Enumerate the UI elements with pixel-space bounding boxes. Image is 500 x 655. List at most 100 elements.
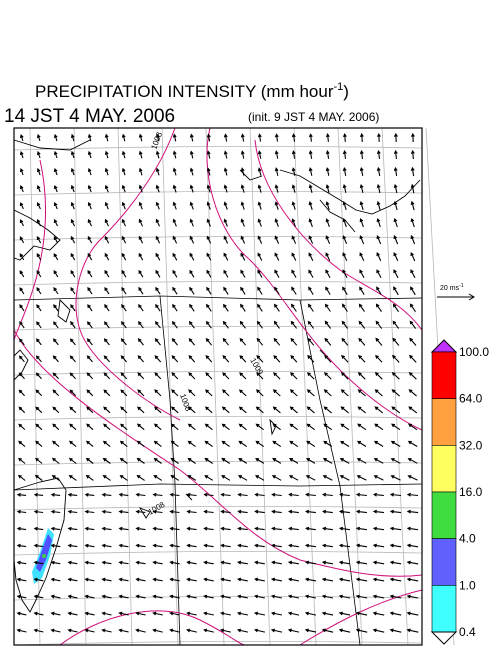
wind-arrow <box>272 406 281 414</box>
wind-arrow <box>304 594 317 599</box>
wind-arrow <box>223 218 228 227</box>
title: PRECIPITATION INTENSITY (mm hour-1) <box>35 81 349 101</box>
grid-line <box>13 236 423 241</box>
wind-arrow <box>257 235 263 244</box>
wind-arrow <box>358 354 366 363</box>
wind-arrow <box>342 166 347 176</box>
wind-arrow <box>188 338 196 346</box>
wind-arrow <box>359 218 364 228</box>
wind-arrow <box>410 286 416 296</box>
grid-line <box>13 551 423 556</box>
wind-arrow <box>270 611 283 616</box>
wind-arrow <box>289 423 299 431</box>
wind-arrow <box>103 389 111 397</box>
wind-arrow <box>169 543 180 548</box>
wind-arrow <box>121 133 126 142</box>
wind-arrow <box>257 167 262 176</box>
wind-arrow <box>206 133 211 142</box>
coast-north <box>13 139 91 151</box>
wind-arrow <box>223 252 229 261</box>
wind-arrow <box>85 440 94 448</box>
wind-arrow <box>87 286 93 295</box>
wind-arrow <box>220 611 231 616</box>
wind-arrow <box>203 560 214 565</box>
wind-arrow <box>171 355 179 363</box>
wind-arrow <box>289 458 299 464</box>
wind-arrow <box>86 372 94 380</box>
wind-arrow <box>172 184 177 193</box>
wind-arrow <box>36 287 42 295</box>
wind-arrow <box>137 355 145 363</box>
wind-arrow <box>257 150 262 159</box>
wind-arrow <box>121 201 126 210</box>
wind-arrow <box>376 269 382 279</box>
wind-arrow <box>136 474 145 481</box>
wind-arrow <box>137 337 144 346</box>
wind-arrow <box>254 543 265 548</box>
grid-line <box>293 127 317 646</box>
wind-arrow <box>304 577 317 582</box>
grid-line <box>13 146 423 151</box>
wind-arrow <box>120 355 128 363</box>
wind-arrow <box>16 492 27 497</box>
wind-arrow <box>138 133 143 142</box>
wind-arrow <box>50 526 61 531</box>
wind-arrow <box>35 440 43 448</box>
wind-arrow <box>155 150 160 159</box>
wind-arrow <box>205 320 212 329</box>
wind-arrow <box>206 252 212 261</box>
wind-arrow <box>237 577 248 582</box>
wind-arrow <box>84 543 95 548</box>
wind-arrow <box>154 406 162 414</box>
wind-arrow <box>304 628 317 633</box>
wind-arrow <box>172 235 178 244</box>
wind-arrow <box>69 338 76 346</box>
wind-arrow <box>272 423 281 431</box>
wind-arrow <box>406 594 419 599</box>
wind-arrow <box>341 354 349 363</box>
wind-arrow <box>70 218 75 227</box>
wind-arrow <box>186 628 197 633</box>
wind-arrow <box>51 474 60 481</box>
wind-arrow <box>50 509 61 514</box>
wind-arrow <box>406 560 419 565</box>
wind-arrow <box>391 389 400 397</box>
wind-arrow <box>341 372 349 380</box>
title-close: ) <box>343 82 349 101</box>
wind-arrow <box>101 526 112 531</box>
wind-arrow <box>271 594 283 599</box>
wind-arrow <box>87 133 92 142</box>
wind-arrow <box>257 252 263 261</box>
wind-arrow <box>306 458 316 464</box>
wind-arrow <box>238 423 247 431</box>
wind-arrow <box>373 475 384 481</box>
wind-arrow <box>308 133 313 142</box>
wind-arrow <box>84 611 95 616</box>
wind-arrow <box>240 184 245 193</box>
wind-arrow <box>359 252 365 262</box>
wind-arrow <box>274 201 279 210</box>
wind-arrow <box>87 150 92 159</box>
wind-arrow <box>391 423 401 431</box>
wind-arrow <box>307 320 315 329</box>
boundary-line <box>13 483 423 491</box>
wind-arrow <box>52 440 60 448</box>
wind-arrow <box>321 560 334 565</box>
wind-arrow <box>357 389 366 397</box>
wind-arrow <box>119 440 128 448</box>
wind-arrow <box>86 389 94 397</box>
wind-arrow <box>306 423 316 431</box>
wind-arrow <box>220 492 231 497</box>
wind-arrow <box>342 149 347 159</box>
wind-arrow <box>273 320 280 329</box>
wind-arrow <box>389 577 402 582</box>
wind-arrow <box>372 594 385 599</box>
wind-arrow <box>356 475 367 481</box>
wind-arrow <box>237 509 248 514</box>
wind-arrow <box>135 611 146 616</box>
wind-arrow <box>287 594 300 599</box>
wind-arrow <box>138 303 144 312</box>
wind-arrow <box>187 457 196 464</box>
wind-arrow <box>50 611 61 616</box>
wind-arrow <box>321 628 334 633</box>
